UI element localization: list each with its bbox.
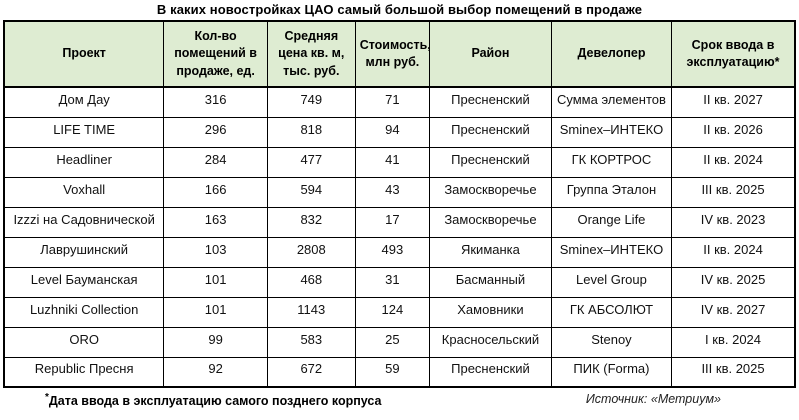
cell-price-sqm: 818 [266,116,356,148]
cell-completion: IV кв. 2023 [671,206,796,238]
projects-table: Проект Кол-во помещений в продаже, ед. С… [3,20,796,388]
table-row: Level Бауманская 101 468 31 Басманный Level G… [3,266,796,298]
cell-price-sqm: 832 [266,206,356,238]
cell-developer: Sminex–ИНТЕКО [550,116,673,148]
cell-project: Izzzi на Садовнической [3,206,165,238]
cell-project: LIFE TIME [3,116,165,148]
table-row: Izzzi на Садовнической 163 832 17 Замоскворе… [3,206,796,238]
footnote: *Дата ввода в эксплуатацию самого поздне… [45,392,381,408]
cell-district: Якиманка [429,236,552,268]
cell-district: Замоскворечье [429,206,552,238]
cell-cost: 94 [354,116,431,148]
cell-cost: 71 [354,86,431,118]
cell-units: 101 [163,296,268,328]
cell-district: Басманный [429,266,552,298]
cell-project: ORO [3,326,165,358]
cell-district: Хамовники [429,296,552,328]
cell-project: Voxhall [3,176,165,208]
cell-completion: III кв. 2025 [671,356,796,388]
cell-price-sqm: 583 [266,326,356,358]
cell-units: 296 [163,116,268,148]
cell-price-sqm: 594 [266,176,356,208]
cell-units: 316 [163,86,268,118]
cell-district: Замоскворечье [429,176,552,208]
col-header-completion: Срок ввода в эксплуатацию* [671,20,796,88]
cell-district: Пресненский [429,86,552,118]
cell-completion: II кв. 2027 [671,86,796,118]
col-header-project: Проект [3,20,165,88]
cell-price-sqm: 468 [266,266,356,298]
table-row: LIFE TIME 296 818 94 Пресненский Sminex–ИНТЕК… [3,116,796,148]
cell-units: 284 [163,146,268,178]
cell-price-sqm: 749 [266,86,356,118]
cell-completion: IV кв. 2025 [671,266,796,298]
cell-cost: 43 [354,176,431,208]
cell-completion: II кв. 2026 [671,116,796,148]
cell-developer: ГК АБСОЛЮТ [550,296,673,328]
cell-developer: ПИК (Forma) [550,356,673,388]
col-header-district: Район [429,20,552,88]
cell-developer: Sminex–ИНТЕКО [550,236,673,268]
cell-district: Пресненский [429,356,552,388]
cell-project: Лаврушинский [3,236,165,268]
table-row: Republic Пресня 92 672 59 Пресненский ПИК (Fo… [3,356,796,388]
table-header: Проект Кол-во помещений в продаже, ед. С… [3,20,796,88]
cell-project: Luzhniki Collection [3,296,165,328]
table-row: ORO 99 583 25 Красносельский Stenoy I кв. 2024 [3,326,796,358]
table-row: Voxhall 166 594 43 Замоскворечье Группа Этало… [3,176,796,208]
table-title: В каких новостройках ЦАО самый большой в… [156,2,643,17]
cell-price-sqm: 1143 [266,296,356,328]
cell-units: 99 [163,326,268,358]
table-body: Дом Дау 316 749 71 Пресненский Сумма элементо… [3,86,796,388]
table-row: Дом Дау 316 749 71 Пресненский Сумма элементо… [3,86,796,118]
cell-units: 163 [163,206,268,238]
cell-cost: 59 [354,356,431,388]
cell-price-sqm: 2808 [266,236,356,268]
cell-developer: ГК КОРТРОС [550,146,673,178]
table-footer: *Дата ввода в эксплуатацию самого поздне… [0,388,799,408]
cell-units: 166 [163,176,268,208]
cell-cost: 17 [354,206,431,238]
cell-project: Republic Пресня [3,356,165,388]
cell-completion: III кв. 2025 [671,176,796,208]
cell-cost: 493 [354,236,431,268]
source-label: Источник: «Метриум» [585,392,721,406]
cell-developer: Группа Эталон [550,176,673,208]
table-row: Luzhniki Collection 101 1143 124 Хамовники ГК… [3,296,796,328]
cell-project: Level Бауманская [3,266,165,298]
cell-units: 92 [163,356,268,388]
cell-cost: 25 [354,326,431,358]
cell-completion: IV кв. 2027 [671,296,796,328]
cell-developer: Orange Life [550,206,673,238]
table-row: Лаврушинский 103 2808 493 Якиманка Sminex–ИНТ… [3,236,796,268]
cell-units: 103 [163,236,268,268]
cell-developer: Stenoy [550,326,673,358]
cell-district: Пресненский [429,146,552,178]
cell-project: Headliner [3,146,165,178]
cell-district: Пресненский [429,116,552,148]
col-header-developer: Девелопер [550,20,673,88]
cell-completion: II кв. 2024 [671,146,796,178]
col-header-units: Кол-во помещений в продаже, ед. [163,20,268,88]
cell-project: Дом Дау [3,86,165,118]
table-row: Headliner 284 477 41 Пресненский ГК КОРТРОС II… [3,146,796,178]
cell-cost: 124 [354,296,431,328]
cell-developer: Сумма элементов [550,86,673,118]
cell-price-sqm: 672 [266,356,356,388]
col-header-price-sqm: Средняя цена кв. м, тыс. руб. [266,20,356,88]
cell-units: 101 [163,266,268,298]
cell-district: Красносельский [429,326,552,358]
cell-cost: 41 [354,146,431,178]
cell-completion: I кв. 2024 [671,326,796,358]
footnote-asterisk: * [45,392,49,403]
cell-cost: 31 [354,266,431,298]
header-row: Проект Кол-во помещений в продаже, ед. С… [3,20,796,88]
footnote-text: Дата ввода в эксплуатацию самого позднег… [48,394,382,409]
cell-completion: II кв. 2024 [671,236,796,268]
col-header-cost: Стоимость, млн руб. [354,20,431,88]
cell-price-sqm: 477 [266,146,356,178]
cell-developer: Level Group [550,266,673,298]
